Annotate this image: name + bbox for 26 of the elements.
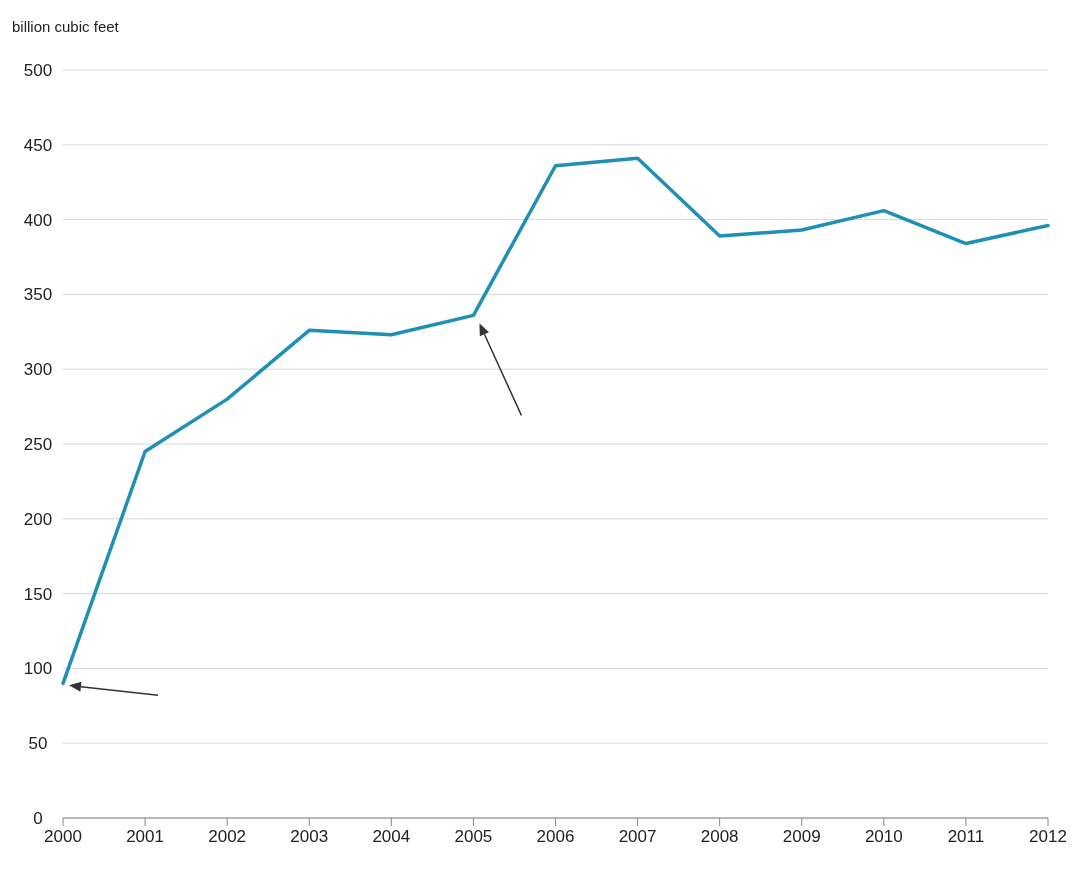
y-tick-label: 400 [23, 210, 53, 230]
x-tick-label: 2004 [372, 827, 411, 846]
x-tick-label: 2001 [126, 827, 164, 846]
y-tick-label: 150 [23, 584, 53, 604]
y-tick-label: 300 [23, 360, 53, 380]
x-tick-label: 2002 [208, 827, 247, 846]
y-tick-label: 500 [23, 60, 53, 80]
x-tick-label: 2012 [1029, 827, 1067, 846]
y-tick-label: 200 [23, 509, 53, 529]
y-tick-label: 50 [28, 734, 48, 754]
y-tick-label: 350 [23, 285, 53, 305]
x-tick-label: 2011 [947, 827, 985, 846]
y-tick-label: 250 [23, 434, 53, 454]
x-tick-label: 2006 [536, 827, 575, 846]
x-tick-label: 2009 [782, 827, 821, 846]
y-tick-label: 100 [23, 659, 53, 679]
y-axis-title: billion cubic feet [12, 18, 120, 35]
line-series [61, 156, 1050, 686]
x-tick-label: 2007 [618, 827, 657, 846]
x-tick-label: 2003 [290, 827, 329, 846]
y-tick-label: 450 [23, 135, 53, 155]
x-tick-label: 2010 [864, 827, 903, 846]
x-tick-label: 2008 [700, 827, 739, 846]
y-tick-label: 0 [33, 808, 43, 828]
x-tick-label: 2000 [44, 827, 82, 846]
x-tick-label: 2005 [454, 827, 493, 846]
